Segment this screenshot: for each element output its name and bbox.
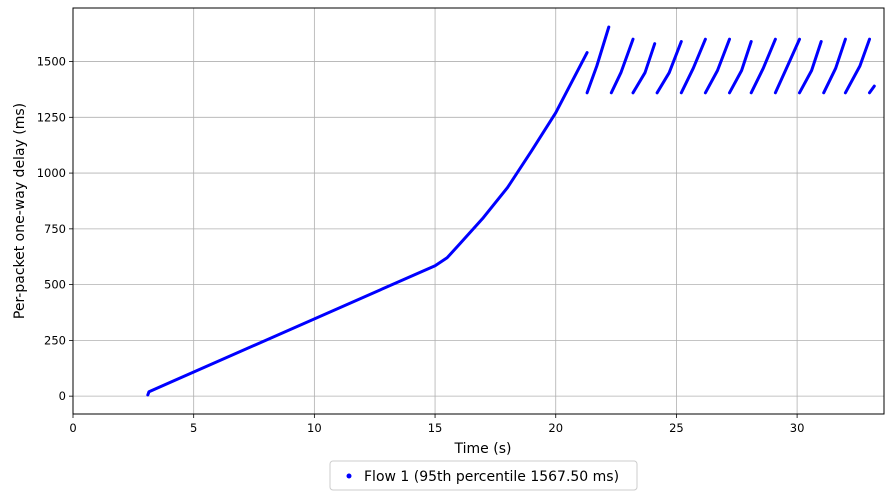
- legend: Flow 1 (95th percentile 1567.50 ms): [329, 460, 638, 491]
- y-tick-label: 250: [44, 333, 66, 347]
- series-segment: [631, 42, 657, 95]
- series-segment: [868, 84, 876, 95]
- series-segment: [146, 51, 589, 397]
- series-segment: [749, 37, 777, 95]
- x-tick-label: 15: [428, 421, 443, 435]
- series-segment: [773, 37, 801, 95]
- x-axis: 0 5 10 15 20 25 30: [69, 414, 804, 435]
- plot-frame: [72, 7, 885, 415]
- y-tick-label: 750: [44, 222, 66, 236]
- x-tick-label: 30: [790, 421, 805, 435]
- x-axis-label: Time (s): [454, 441, 512, 457]
- grid-lines: [72, 8, 884, 414]
- x-tick-label: 25: [669, 421, 684, 435]
- series-segment: [843, 37, 871, 95]
- series-segment: [822, 37, 847, 95]
- y-axis-label: Per-packet one-way delay (ms): [12, 103, 28, 319]
- y-axis: 0 250 500 750 1000 1250 1500: [37, 55, 73, 403]
- series-segment: [798, 40, 823, 95]
- x-tick-label: 0: [69, 421, 76, 435]
- x-tick-label: 5: [190, 421, 197, 435]
- legend-box: [329, 460, 638, 491]
- series-segment: [679, 37, 707, 95]
- series-segment: [609, 37, 635, 95]
- y-tick-label: 0: [59, 389, 66, 403]
- legend-marker: [346, 473, 352, 479]
- y-tick-label: 1000: [37, 166, 66, 180]
- y-tick-label: 1500: [37, 55, 66, 69]
- series-segment: [728, 40, 753, 95]
- y-tick-label: 1250: [37, 110, 66, 124]
- x-tick-label: 20: [548, 421, 563, 435]
- legend-entry-flow-1: Flow 1 (95th percentile 1567.50 ms): [364, 469, 619, 485]
- series-segment: [585, 25, 611, 95]
- series-segment: [703, 37, 731, 95]
- series-segment: [655, 40, 683, 95]
- x-tick-label: 10: [307, 421, 322, 435]
- series-flow-1: [146, 25, 876, 397]
- y-tick-label: 500: [44, 278, 66, 292]
